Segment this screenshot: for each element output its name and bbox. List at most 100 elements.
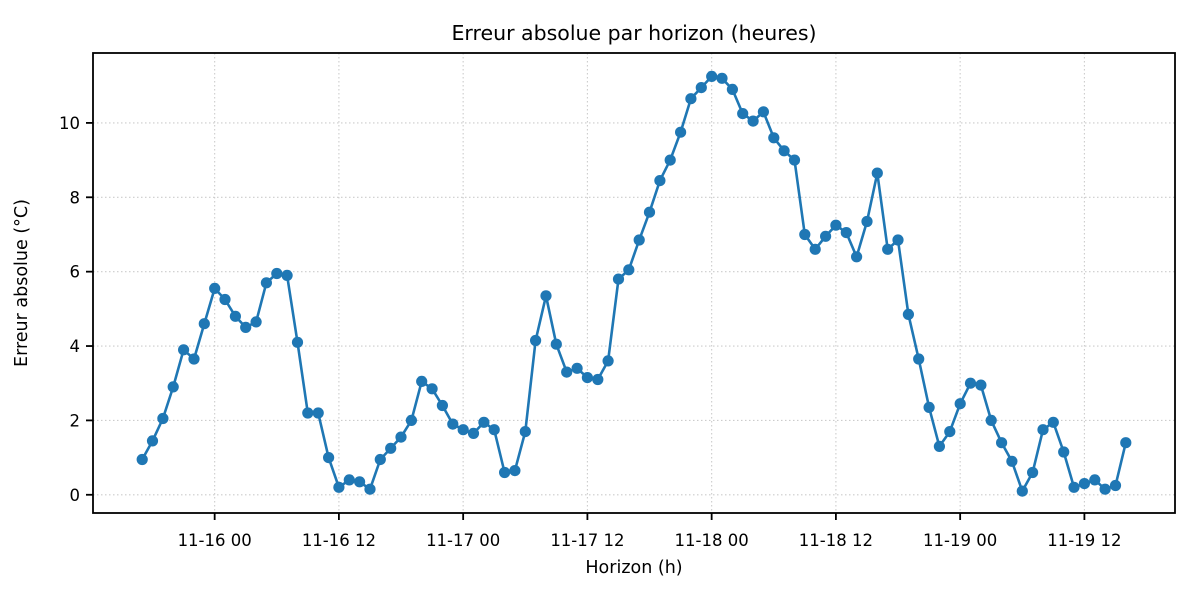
data-point-marker	[219, 293, 231, 306]
y-tick-label: 0	[70, 486, 81, 505]
axes-spines	[92, 52, 1176, 514]
data-point-marker	[581, 372, 594, 384]
data-point-marker	[706, 70, 718, 82]
data-point-marker	[778, 145, 790, 157]
data-point-marker	[260, 277, 272, 289]
data-point-marker	[643, 206, 656, 218]
data-point-marker	[1058, 446, 1070, 458]
x-tick-label: 11-16 12	[302, 531, 376, 550]
plot-border	[92, 52, 1176, 514]
data-point-marker	[913, 353, 925, 365]
chart-title: Erreur absolue par horizon (heures)	[451, 21, 816, 45]
data-point-marker	[788, 154, 801, 166]
data-point-marker	[882, 243, 894, 255]
data-point-marker	[312, 407, 324, 419]
y-tick-label: 8	[70, 188, 81, 207]
data-point-marker	[509, 465, 521, 477]
data-point-marker	[467, 427, 480, 439]
y-tick-label: 2	[70, 411, 81, 430]
data-point-marker	[385, 442, 397, 454]
data-point-marker	[1099, 483, 1111, 495]
data-point-marker	[840, 227, 852, 239]
data-point-marker	[374, 453, 386, 466]
y-tick-label: 4	[70, 337, 81, 356]
data-point-marker	[240, 321, 252, 333]
data-point-marker	[561, 366, 573, 378]
data-point-marker	[1068, 481, 1080, 493]
data-point-marker	[923, 401, 935, 413]
y-axis-label: Erreur absolue (°C)	[12, 199, 32, 367]
data-point-marker	[623, 264, 635, 276]
data-point-marker	[768, 132, 780, 144]
y-tick-label: 10	[59, 114, 80, 133]
data-point-marker	[695, 82, 707, 94]
data-point-marker	[664, 154, 676, 166]
data-point-marker	[209, 282, 221, 294]
data-point-marker	[436, 399, 448, 412]
data-point-marker	[291, 336, 304, 348]
x-tick-label: 11-19 12	[1047, 531, 1121, 550]
data-point-marker	[1047, 416, 1059, 428]
data-point-marker	[747, 115, 759, 127]
data-point-marker	[146, 435, 159, 447]
data-point-marker	[229, 310, 241, 322]
data-point-marker	[364, 483, 376, 495]
data-point-marker	[343, 474, 355, 486]
data-point-marker	[757, 106, 770, 118]
data-point-marker	[333, 481, 345, 493]
data-point-marker	[996, 437, 1008, 449]
data-point-marker	[405, 414, 417, 426]
data-point-marker	[716, 72, 728, 84]
data-point-marker	[799, 228, 811, 241]
data-point-marker	[612, 273, 625, 285]
data-point-marker	[592, 373, 604, 386]
data-point-marker	[488, 424, 500, 436]
data-point-marker	[871, 167, 883, 179]
data-point-marker	[954, 398, 966, 410]
data-point-marker	[416, 375, 428, 387]
data-point-marker	[447, 418, 459, 430]
data-point-marker	[136, 453, 148, 466]
data-point-marker	[281, 269, 293, 281]
data-point-marker	[157, 412, 169, 425]
data-point-marker	[271, 267, 283, 280]
data-point-marker	[1089, 474, 1101, 486]
x-tick-label: 11-17 00	[426, 531, 500, 550]
data-point-marker	[675, 126, 687, 138]
data-point-marker	[726, 83, 739, 95]
x-tick-label: 11-16 00	[178, 531, 252, 550]
data-point-marker	[1120, 437, 1132, 449]
data-point-marker	[198, 318, 210, 330]
data-point-marker	[457, 424, 469, 436]
data-point-marker	[892, 234, 904, 246]
x-tick-label: 11-19 00	[923, 531, 997, 550]
data-series	[136, 70, 1132, 497]
data-point-marker	[944, 426, 956, 438]
data-point-marker	[540, 290, 552, 302]
data-point-marker	[975, 379, 987, 391]
x-tick-label: 11-18 12	[799, 531, 873, 550]
data-point-marker	[571, 362, 583, 374]
data-point-marker	[602, 355, 614, 367]
data-point-marker	[478, 416, 490, 428]
data-point-marker	[178, 344, 190, 356]
data-point-marker	[323, 452, 335, 464]
data-point-marker	[933, 440, 946, 452]
data-point-marker	[861, 215, 873, 228]
data-point-marker	[395, 431, 407, 443]
data-point-marker	[1016, 485, 1028, 497]
data-point-marker	[250, 316, 262, 328]
data-point-marker	[426, 383, 438, 395]
data-point-marker	[964, 377, 977, 389]
data-point-marker	[633, 234, 645, 246]
data-point-marker	[1006, 455, 1018, 467]
x-tick-label: 11-18 00	[675, 531, 749, 550]
data-point-marker	[499, 466, 511, 479]
data-point-marker	[188, 353, 200, 365]
data-point-marker	[820, 230, 832, 242]
data-point-marker	[550, 338, 562, 350]
data-point-marker	[1109, 479, 1122, 492]
data-point-marker	[685, 93, 697, 105]
data-point-marker	[654, 175, 666, 187]
